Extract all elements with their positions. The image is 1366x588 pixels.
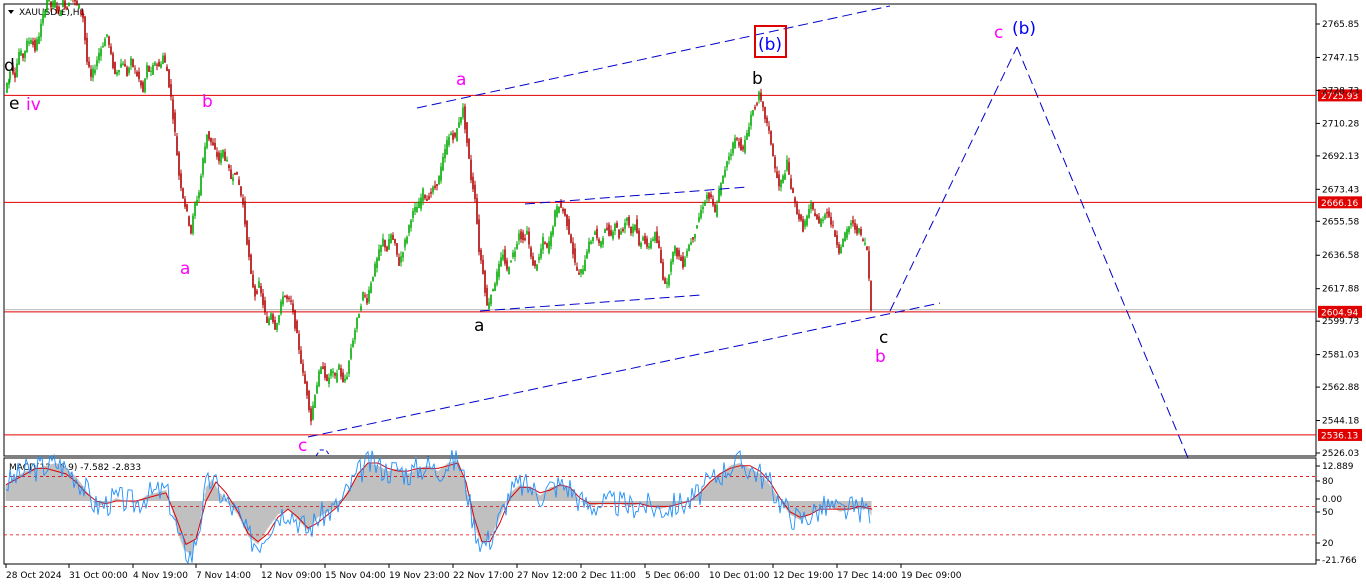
- wave-label: b: [202, 92, 213, 112]
- time-tick-label: 12 Dec 19:00: [773, 571, 834, 581]
- time-axis: 28 Oct 2024 31 Oct 00:00 4 Nov 19:00 7 Nov …: [5, 564, 962, 581]
- macd-tick-label: 20: [1322, 539, 1334, 549]
- level-price-tag: [1318, 428, 1362, 441]
- macd-panel[interactable]: [3, 457, 1317, 565]
- wave-label: (b): [1012, 19, 1036, 39]
- wave-label: iv: [26, 95, 41, 115]
- macd-tick-label: 0.00: [1322, 495, 1342, 505]
- macd-axis: 12.889 80 0.00 50 20 -21.766: [1316, 462, 1357, 566]
- wave-label: b: [752, 69, 763, 89]
- time-tick-label: 17 Dec 14:00: [837, 571, 898, 581]
- level-price-tag: [1318, 196, 1362, 209]
- triangle-upper-line: [524, 186, 749, 205]
- time-tick-label: 7 Nov 14:00: [196, 571, 251, 581]
- macd-tick-label: 80: [1322, 477, 1334, 487]
- price-tick-label: 2765.85: [1322, 20, 1359, 30]
- wave-label: c: [879, 328, 888, 348]
- levels-layer: 2725.93 2666.16 2604.94 2536.13: [4, 89, 1362, 441]
- price-tick-label: 2617.88: [1322, 285, 1359, 295]
- wave-label: (b): [758, 35, 782, 55]
- price-tick-label: 2636.58: [1322, 251, 1359, 261]
- price-tick-label: 2599.73: [1322, 317, 1359, 327]
- time-tick-label: 28 Oct 2024: [6, 571, 62, 581]
- price-tick-label: 2710.28: [1322, 119, 1359, 129]
- macd-line: [5, 449, 871, 565]
- price-tick-label: 2581.03: [1322, 351, 1359, 361]
- lower-channel-line: [307, 302, 941, 438]
- macd-tick-label: 12.889: [1322, 462, 1354, 472]
- price-tick-label: 2526.03: [1322, 449, 1359, 459]
- projection-up-line: [889, 46, 1018, 312]
- trendlines-layer: [307, 5, 1189, 459]
- time-tick-label: 27 Nov 12:00: [517, 571, 578, 581]
- level-price-tag-label: 2666.16: [1321, 199, 1358, 209]
- level-price-tag-label: 2604.94: [1321, 308, 1358, 318]
- wave-label: c: [298, 436, 307, 456]
- wave-label: a: [474, 316, 484, 336]
- wave-label: c: [994, 23, 1003, 43]
- level-price-tag-label: 2536.13: [1321, 431, 1358, 441]
- time-tick-label: 15 Nov 04:00: [325, 571, 386, 581]
- price-tick-label: 2747.15: [1322, 53, 1359, 63]
- level-price-tag: [1318, 89, 1362, 102]
- time-tick-label: 19 Dec 09:00: [901, 571, 962, 581]
- wave-label-highlight-box: [754, 25, 787, 58]
- level-price-tag-label: 2725.93: [1321, 92, 1358, 102]
- price-panel[interactable]: [3, 3, 1317, 457]
- wave-label: d: [4, 56, 15, 76]
- macd-tick-label: -21.766: [1322, 556, 1357, 566]
- price-tick-label: 2728.73: [1322, 86, 1359, 96]
- wave-label: a: [180, 259, 190, 279]
- wave-label: e: [9, 94, 19, 114]
- price-tick-label: 2655.58: [1322, 217, 1359, 227]
- price-tick-label: 2692.13: [1322, 152, 1359, 162]
- price-tick-label: 2544.18: [1322, 417, 1359, 427]
- upper-channel-line: [416, 5, 891, 109]
- candles-layer: [6, 0, 872, 426]
- channel-bottom-mark: [315, 449, 331, 457]
- price-tick-label: 2562.88: [1322, 383, 1359, 393]
- time-tick-label: 22 Nov 17:00: [453, 571, 514, 581]
- price-axis: 2765.85 2747.15 2728.73 2710.28 2692.13 2673.…: [1316, 20, 1359, 459]
- symbol-label: XAUUSD(£),H1: [19, 8, 85, 18]
- triangle-lower-line: [479, 294, 703, 312]
- macd-tick-label: 50: [1322, 508, 1334, 518]
- time-tick-label: 2 Dec 11:00: [581, 571, 636, 581]
- time-tick-label: 4 Nov 19:00: [133, 571, 188, 581]
- price-tick-label: 2673.43: [1322, 185, 1359, 195]
- time-tick-label: 19 Nov 23:00: [389, 571, 450, 581]
- time-tick-label: 31 Oct 00:00: [69, 571, 128, 581]
- symbol-arrow-icon[interactable]: [8, 10, 14, 14]
- time-tick-label: 10 Dec 01:00: [709, 571, 770, 581]
- wave-label: b: [875, 347, 886, 367]
- time-tick-label: 12 Nov 09:00: [261, 571, 322, 581]
- macd-label: MACD(12,26,9) -7.582 -2.833: [9, 463, 141, 473]
- time-tick-label: 5 Dec 06:00: [645, 571, 700, 581]
- level-price-tag: [1318, 305, 1362, 318]
- macd-layer: [4, 449, 1316, 565]
- wave-label: a: [456, 70, 466, 90]
